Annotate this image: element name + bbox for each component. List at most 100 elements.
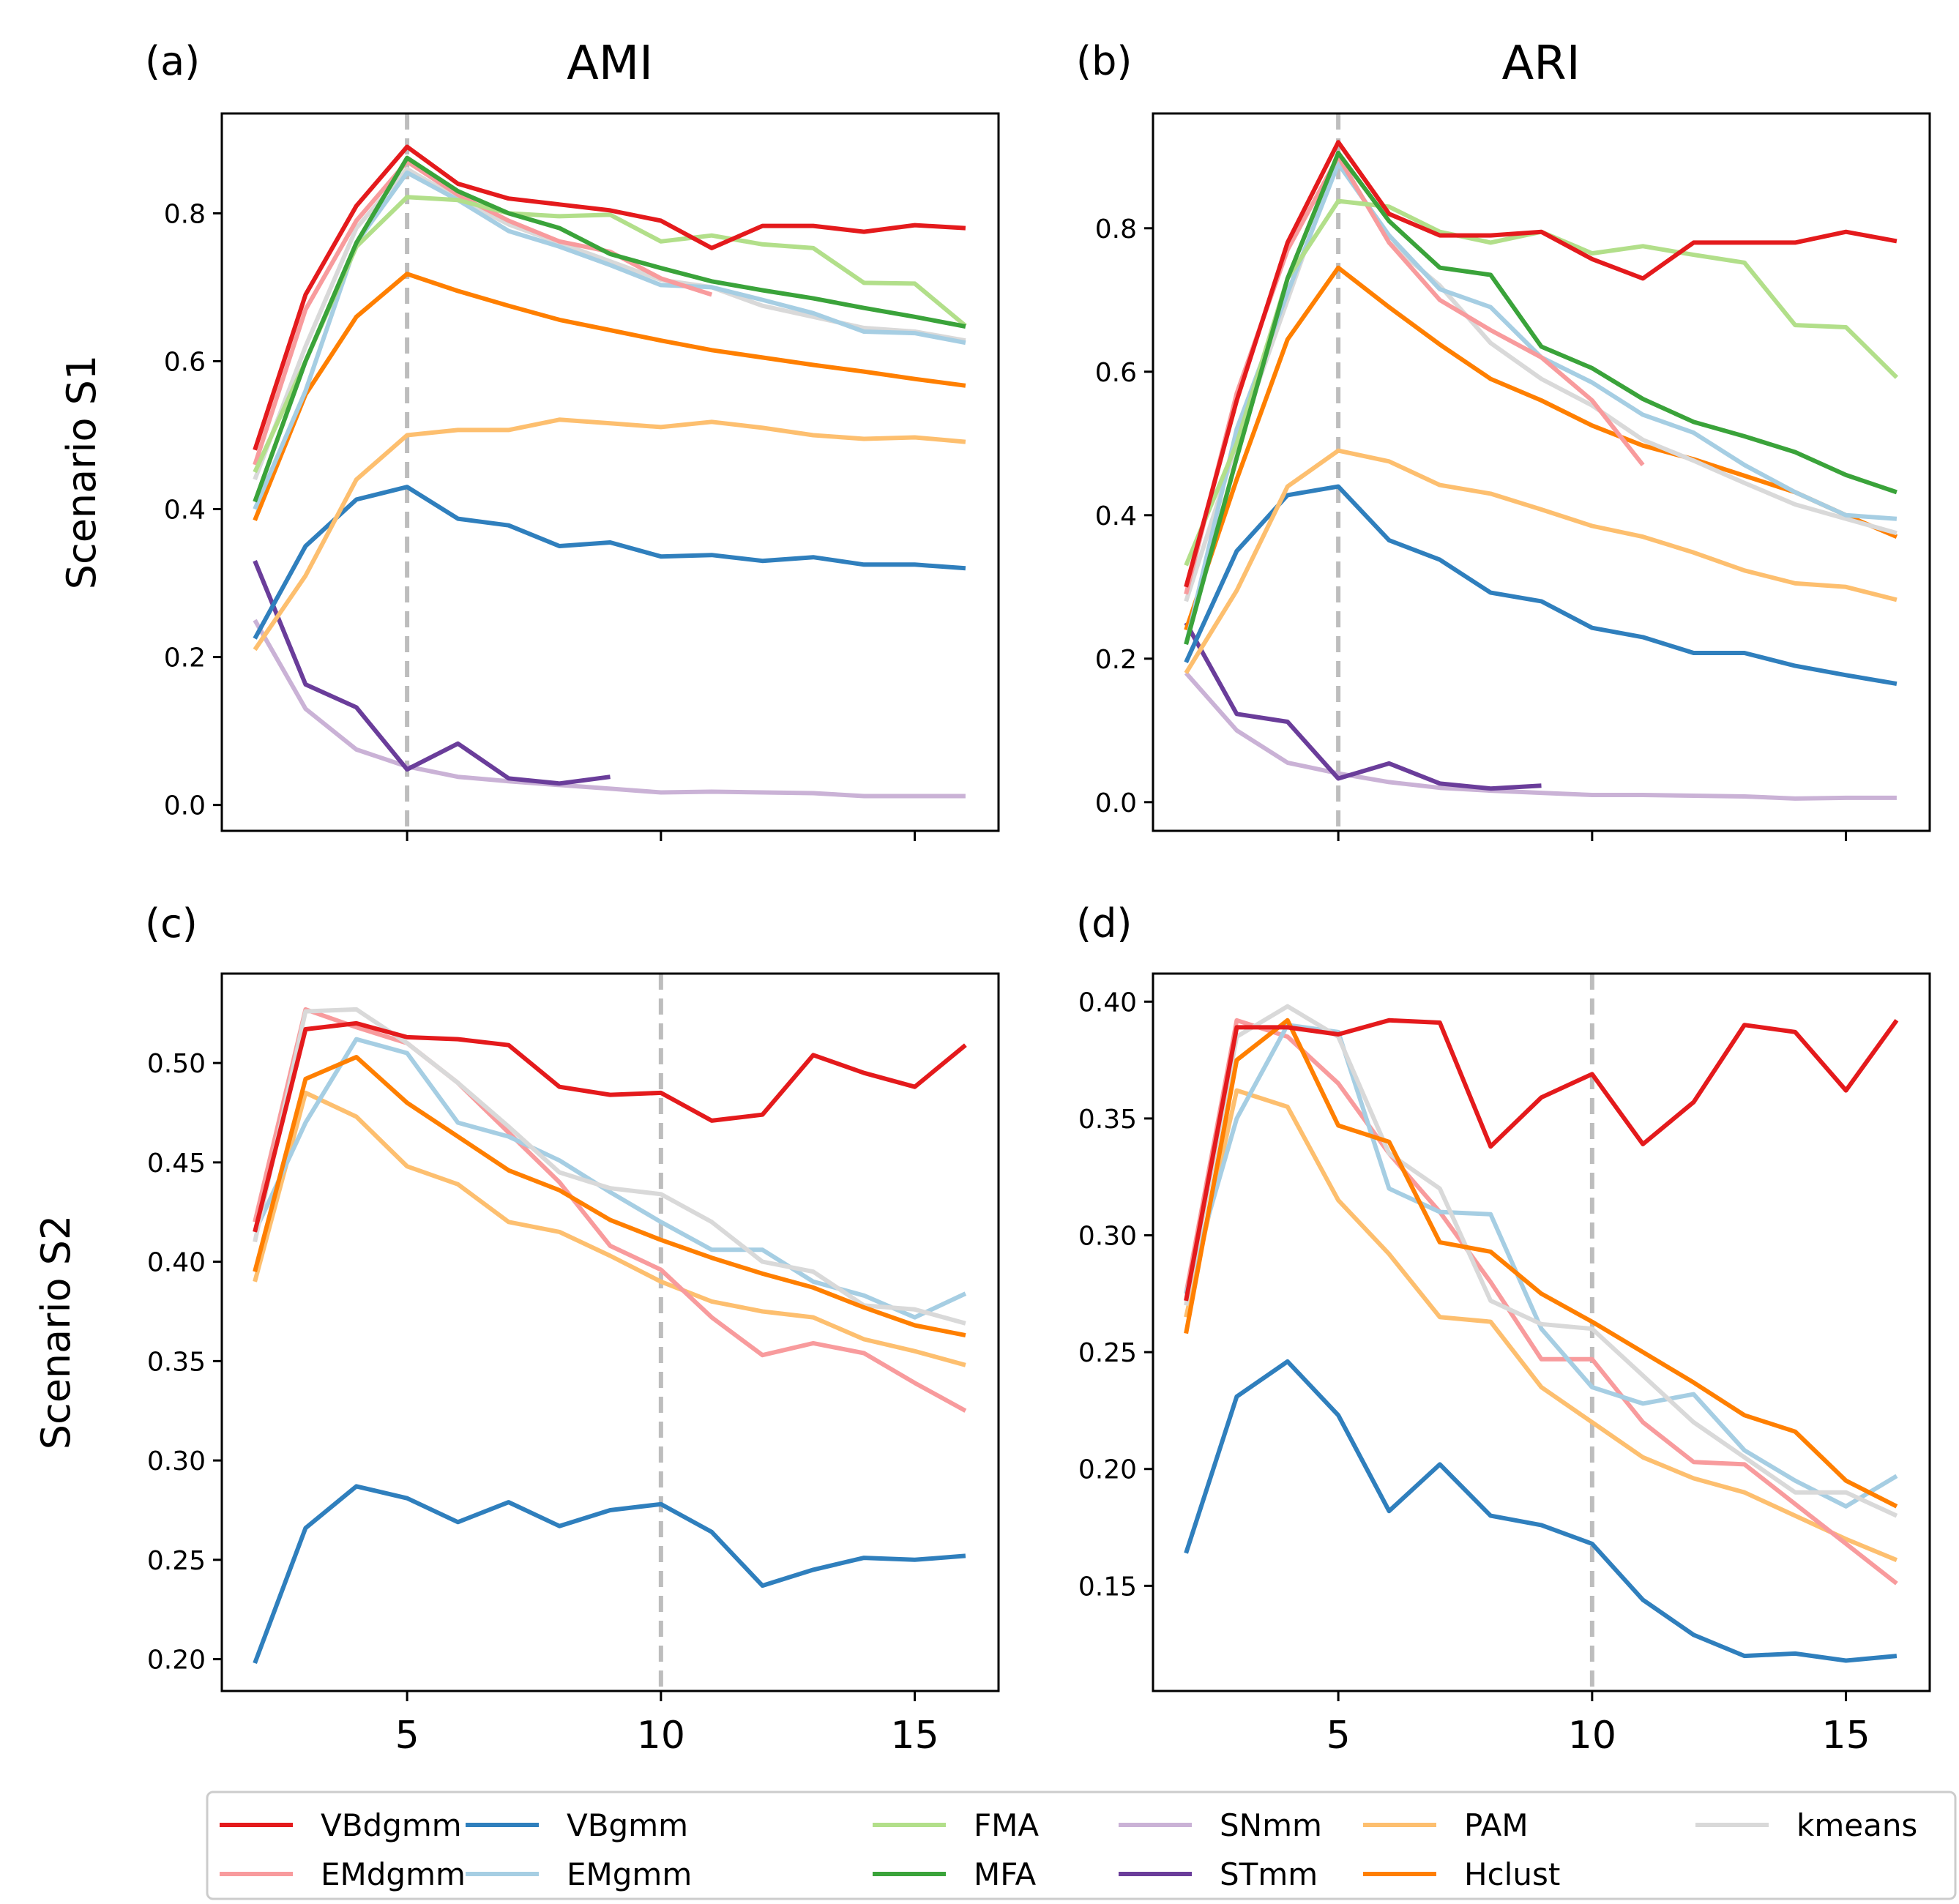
y-tick-label: 0.2 [164, 643, 206, 673]
y-tick-label: 0.15 [1078, 1572, 1137, 1602]
x-tick-label: 5 [1326, 1714, 1351, 1758]
series-line-vbdgmm [253, 1020, 967, 1233]
x-tick-label: 10 [1568, 1714, 1616, 1758]
legend-label: Hclust [1464, 1856, 1560, 1892]
legend: VBdgmm EMdgmm VBgmm EMgmm FMA MFA SNmm STmm PAM H… [206, 1791, 1957, 1900]
legend-item-stmm: STmm [1119, 1856, 1318, 1892]
legend-item-mfa: MFA [873, 1856, 1037, 1892]
legend-item-fma: FMA [873, 1807, 1039, 1843]
legend-items: VBdgmm EMdgmm VBgmm EMgmm FMA MFA SNmm STmm PAM H… [220, 1807, 1917, 1892]
panel-letter: (d) [1076, 900, 1132, 947]
y-tick-label: 0.2 [1095, 645, 1137, 675]
y-tick-label: 0.45 [147, 1149, 206, 1179]
panel-title: AMI [567, 37, 653, 91]
row-label-scenario: Scenario S1 [59, 355, 105, 590]
series-line-hclust [253, 1055, 966, 1338]
series-line-snmm [253, 619, 966, 799]
series-line-kmeans [253, 1007, 966, 1326]
legend-label: EMdgmm [321, 1856, 466, 1892]
x-axis [406, 831, 917, 841]
x-tick-label: 5 [395, 1714, 419, 1758]
panel-c-ami: (c) Scenario S2 0.20 0.25 0.30 0.35 0.40 0.45… [33, 900, 1000, 1758]
y-tick-label: 0.8 [1095, 214, 1137, 244]
x-tick-label: 15 [1821, 1714, 1870, 1758]
axes-frame [1152, 972, 1931, 1692]
y-tick-label: 0.25 [1078, 1338, 1137, 1368]
series-line-mfa [253, 155, 966, 503]
series-line-vbgmm [253, 1484, 966, 1665]
series-line-vbdgmm [253, 144, 966, 451]
series-lines [253, 144, 967, 799]
y-tick-label: 0.50 [147, 1049, 206, 1079]
legend-item-vbgmm: VBgmm [466, 1807, 688, 1843]
y-tick-label: 0.35 [1078, 1105, 1137, 1135]
legend-label: VBdgmm [321, 1807, 462, 1843]
axes-frame [1152, 112, 1931, 832]
series-line-vbgmm [253, 485, 966, 640]
y-tick-label: 0.35 [147, 1347, 206, 1377]
y-tick-label: 0.4 [164, 496, 206, 526]
y-tick-label: 0.20 [1078, 1455, 1137, 1485]
series-line-pam [253, 417, 966, 652]
y-tick-label: 0.30 [1078, 1222, 1137, 1252]
panel-b-ari: (b) ARI 0.0 0.2 0.4 0.6 0.8 [1076, 37, 1931, 841]
series-line-pam [253, 1090, 966, 1367]
y-axis: 0.20 0.25 0.30 0.35 0.40 0.45 0.50 [147, 1049, 222, 1676]
y-tick-label: 0.40 [147, 1248, 206, 1278]
series-line-hclust [253, 272, 966, 521]
x-tick-label: 15 [890, 1714, 939, 1758]
series-line-emgmm [1184, 1023, 1898, 1509]
panel-letter: (c) [145, 900, 198, 947]
y-tick-label: 0.0 [1095, 788, 1137, 818]
series-line-vbgmm [1184, 1359, 1898, 1663]
legend-label: kmeans [1796, 1807, 1917, 1843]
legend-label: SNmm [1220, 1807, 1322, 1843]
legend-item-emgmm: EMgmm [466, 1856, 692, 1892]
legend-frame [206, 1791, 1957, 1900]
series-line-snmm [1184, 671, 1897, 801]
y-tick-label: 0.20 [147, 1646, 206, 1676]
panel-d-ari: (d) 0.15 0.20 0.25 0.30 0.35 0.40 5 10 15 [1076, 900, 1931, 1758]
series-line-vbdgmm [1184, 140, 1898, 588]
panel-a-ami: (a) AMI Scenario S1 0.0 0.2 0.4 0.6 0.8 [59, 37, 1000, 841]
legend-label: FMA [974, 1807, 1039, 1843]
y-axis: 0.15 0.20 0.25 0.30 0.35 0.40 [1078, 988, 1153, 1602]
axes-frame [220, 972, 1000, 1692]
legend-item-emdgmm: EMdgmm [220, 1856, 466, 1892]
series-line-vbdgmm [1184, 1018, 1899, 1302]
series-line-pam [1184, 1088, 1898, 1562]
series-line-emgmm [253, 1037, 967, 1320]
y-tick-label: 0.25 [147, 1546, 206, 1576]
y-tick-label: 0.30 [147, 1446, 206, 1476]
y-tick-label: 0.0 [164, 791, 206, 821]
series-line-emgmm [253, 170, 966, 510]
legend-label: PAM [1464, 1807, 1529, 1843]
legend-item-hclust: Hclust [1363, 1856, 1560, 1892]
legend-label: STmm [1220, 1856, 1318, 1892]
y-axis: 0.0 0.2 0.4 0.6 0.8 [164, 199, 222, 821]
legend-item-kmeans: kmeans [1695, 1807, 1917, 1843]
series-line-hclust [1184, 1018, 1898, 1509]
series-lines [1184, 140, 1899, 801]
y-tick-label: 0.6 [1095, 358, 1137, 388]
panel-letter: (a) [145, 38, 200, 84]
y-tick-label: 0.4 [1095, 501, 1137, 531]
series-lines [1184, 1004, 1899, 1663]
series-line-emdgmm [253, 1007, 967, 1413]
row-label-scenario: Scenario S2 [33, 1215, 79, 1450]
x-axis [1337, 831, 1848, 841]
legend-label: VBgmm [567, 1807, 688, 1843]
x-axis: 5 10 15 [1326, 1691, 1870, 1758]
y-tick-label: 0.6 [164, 347, 206, 377]
y-axis: 0.0 0.2 0.4 0.6 0.8 [1095, 214, 1153, 818]
series-line-kmeans [1184, 1004, 1898, 1518]
y-tick-label: 0.40 [1078, 988, 1137, 1018]
legend-item-vbdgmm: VBdgmm [220, 1807, 462, 1843]
series-line-mfa [1184, 150, 1898, 645]
legend-label: EMgmm [567, 1856, 692, 1892]
panel-letter: (b) [1076, 38, 1132, 84]
series-line-stmm [253, 560, 611, 786]
series-line-fma [253, 195, 967, 474]
